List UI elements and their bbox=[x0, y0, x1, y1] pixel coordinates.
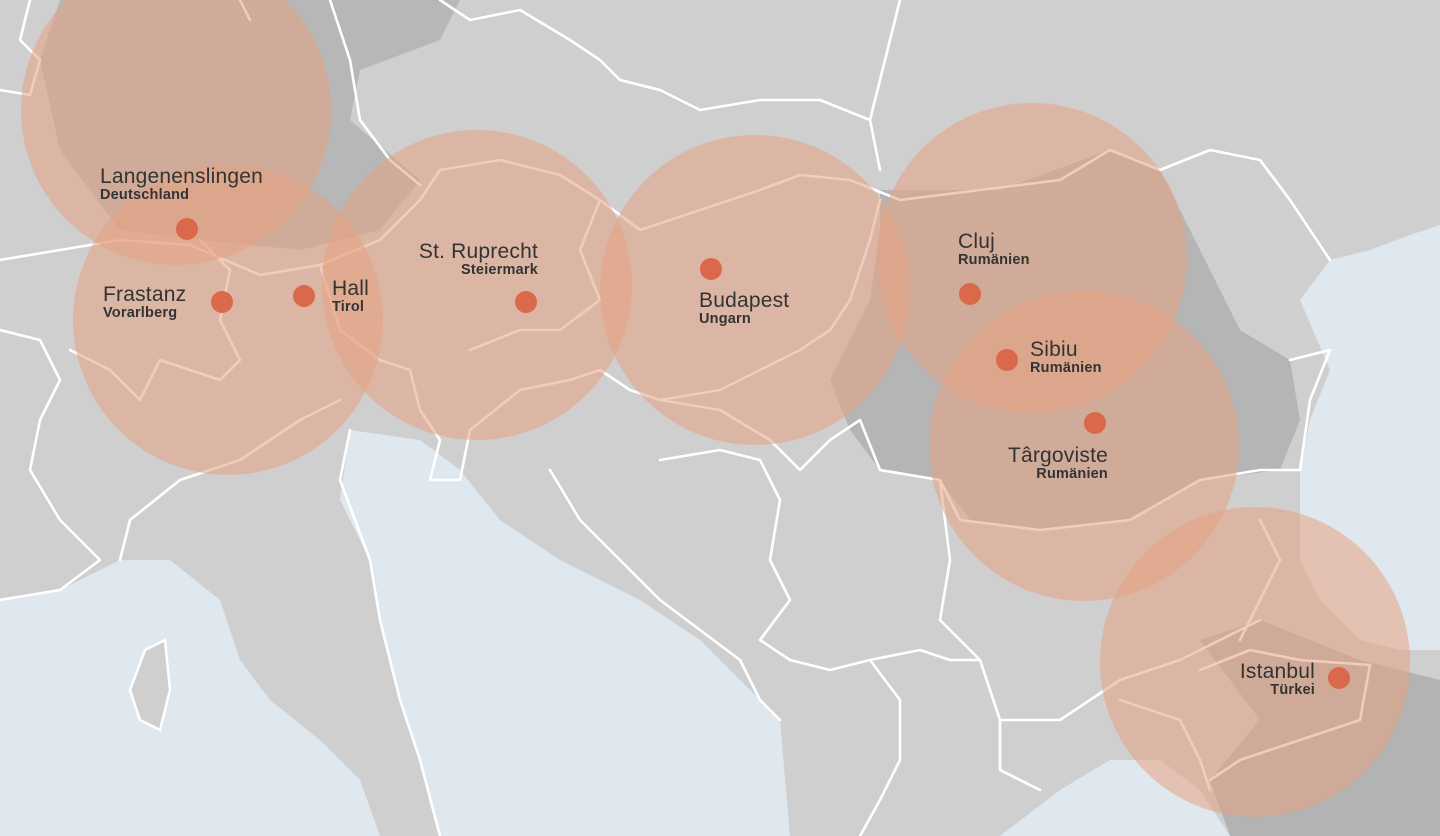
location-markers bbox=[176, 218, 1350, 689]
city-name: Târgoviste bbox=[1007, 444, 1108, 467]
city-name: Budapest bbox=[699, 289, 790, 312]
coverage-circle-budapest bbox=[600, 135, 910, 445]
marker-budapest bbox=[700, 258, 722, 280]
city-name: Langenenslingen bbox=[100, 165, 263, 188]
label-st-ruprecht: St. Ruprecht Steiermark bbox=[392, 240, 538, 279]
marker-hall bbox=[293, 285, 315, 307]
label-istanbul: Istanbul Türkei bbox=[1222, 660, 1315, 699]
label-cluj: Cluj Rumänien bbox=[958, 230, 1030, 269]
region-name: Steiermark bbox=[461, 262, 538, 279]
marker-langenenslingen bbox=[176, 218, 198, 240]
region-name: Rumänien bbox=[1030, 360, 1102, 377]
region-name: Türkei bbox=[1270, 682, 1315, 699]
coverage-circle-istanbul bbox=[1100, 507, 1410, 817]
marker-cluj bbox=[959, 283, 981, 305]
city-name: Hall bbox=[332, 277, 369, 300]
coverage-circles bbox=[21, 0, 1410, 817]
label-targoviste: Târgoviste Rumänien bbox=[988, 444, 1108, 483]
sea-adriatic bbox=[340, 430, 790, 836]
region-name: Rumänien bbox=[958, 252, 1030, 269]
marker-st-ruprecht bbox=[515, 291, 537, 313]
city-name: Frastanz bbox=[103, 283, 187, 306]
city-name: Sibiu bbox=[1030, 338, 1078, 361]
coverage-circle-st-ruprecht bbox=[322, 130, 632, 440]
city-name: Cluj bbox=[958, 230, 995, 253]
island-corsica bbox=[128, 638, 172, 732]
city-name: St. Ruprecht bbox=[418, 240, 538, 263]
label-budapest: Budapest Ungarn bbox=[699, 289, 790, 328]
marker-sibiu bbox=[996, 349, 1018, 371]
city-name: Istanbul bbox=[1239, 660, 1315, 683]
label-sibiu: Sibiu Rumänien bbox=[1030, 338, 1102, 377]
region-name: Tirol bbox=[332, 299, 365, 316]
label-frastanz: Frastanz Vorarlberg bbox=[103, 283, 187, 322]
sea-tyrrhenian bbox=[0, 560, 380, 836]
coverage-circle-frastanz bbox=[73, 165, 383, 475]
region-name: Rumänien bbox=[1036, 466, 1108, 483]
label-hall: Hall Tirol bbox=[332, 277, 369, 316]
region-name: Deutschland bbox=[100, 187, 190, 204]
marker-frastanz bbox=[211, 291, 233, 313]
region-name: Vorarlberg bbox=[103, 305, 178, 322]
region-name: Ungarn bbox=[699, 311, 751, 328]
label-langenenslingen: Langenenslingen Deutschland bbox=[100, 165, 263, 204]
marker-targoviste bbox=[1084, 412, 1106, 434]
marker-istanbul bbox=[1328, 667, 1350, 689]
